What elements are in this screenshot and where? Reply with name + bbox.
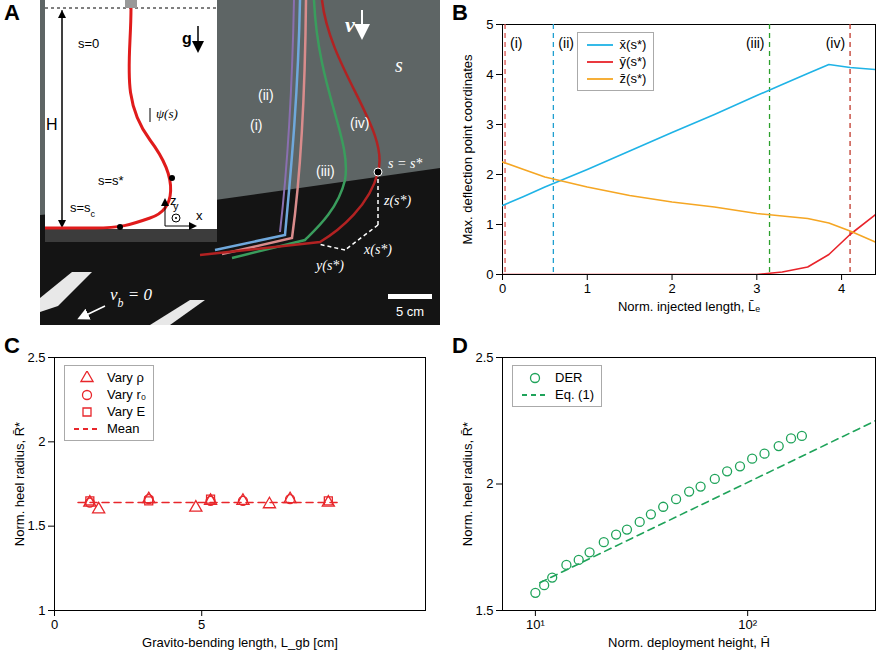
svg-text:s=0: s=0 [78,36,99,51]
svg-text:(iv): (iv) [350,115,369,131]
svg-text:5 cm: 5 cm [396,304,424,319]
svg-text:1.5: 1.5 [475,603,493,618]
svg-text:Max. deflection point coordina: Max. deflection point coordinates [460,54,475,245]
svg-text:3: 3 [486,117,493,132]
svg-text:ψ(s): ψ(s) [156,106,178,121]
svg-text:x: x [196,208,203,223]
svg-text:(ii): (ii) [258,87,274,103]
svg-text:vb = 0: vb = 0 [110,285,152,310]
svg-text:s=sc: s=sc [70,200,96,219]
svg-text:0: 0 [499,281,506,296]
svg-text:1: 1 [486,217,493,232]
svg-text:0: 0 [51,617,58,632]
html-text:Vary ρ: Vary ρ [107,370,144,385]
svg-text:v: v [345,12,355,37]
html-text:Vary r₀: Vary r₀ [107,387,147,402]
svg-text:2.5: 2.5 [27,350,45,365]
svg-text:s=s*: s=s* [98,173,124,188]
svg-text:Norm. heel radius, R̄*: Norm. heel radius, R̄* [12,422,27,546]
svg-text:(iii): (iii) [746,35,765,51]
html-text:C: C [4,333,20,358]
html-text:z̄(s*): z̄(s*) [619,71,647,86]
svg-text:2: 2 [486,476,493,491]
svg-text:Norm. heel radius, R̄*: Norm. heel radius, R̄* [460,422,475,546]
html-text:ȳ(s*): ȳ(s*) [619,54,647,69]
svg-text:x(s*): x(s*) [363,242,392,258]
svg-text:4: 4 [838,281,845,296]
svg-text:(i): (i) [510,35,522,51]
svg-text:4: 4 [486,67,493,82]
html-text:Eq. (1): Eq. (1) [555,387,594,402]
html-text:D: D [452,333,468,358]
html-text:B: B [452,0,468,25]
svg-text:1: 1 [584,281,591,296]
svg-text:2: 2 [38,434,45,449]
svg-text:10¹: 10¹ [526,617,545,632]
svg-text:y: y [173,200,179,212]
svg-text:2.5: 2.5 [475,350,493,365]
svg-text:(iii): (iii) [316,163,335,179]
svg-text:2: 2 [486,167,493,182]
svg-text:2: 2 [668,281,675,296]
html-text:x̄(s*): x̄(s*) [619,37,647,52]
svg-text:H: H [46,116,58,133]
svg-text:10²: 10² [738,617,757,632]
html-text:A: A [4,0,20,25]
html-text:DER: DER [555,370,583,385]
html-text:Mean: Mean [107,421,140,436]
svg-text:g: g [182,30,192,47]
html-text:Vary E: Vary E [107,404,146,419]
svg-text:s: s [395,54,403,76]
svg-text:1: 1 [38,603,45,618]
svg-text:5: 5 [198,617,205,632]
svg-text:3: 3 [753,281,760,296]
svg-text:5: 5 [486,17,493,32]
svg-text:Norm. deployment height, H̄: Norm. deployment height, H̄ [608,635,770,650]
svg-text:(i): (i) [250,117,262,133]
svg-text:1.5: 1.5 [27,518,45,533]
svg-text:0: 0 [486,267,493,282]
svg-text:z(s*): z(s*) [383,193,412,209]
svg-text:s = s*: s = s* [388,156,422,171]
svg-text:y(s*): y(s*) [314,258,344,274]
svg-text:Gravito-bending length, L_gb [: Gravito-bending length, L_gb [cm] [142,635,338,650]
svg-text:Norm. injected length, L̄ₑ: Norm. injected length, L̄ₑ [618,299,760,314]
svg-text:(iv): (iv) [826,35,845,51]
svg-text:(ii): (ii) [558,35,574,51]
